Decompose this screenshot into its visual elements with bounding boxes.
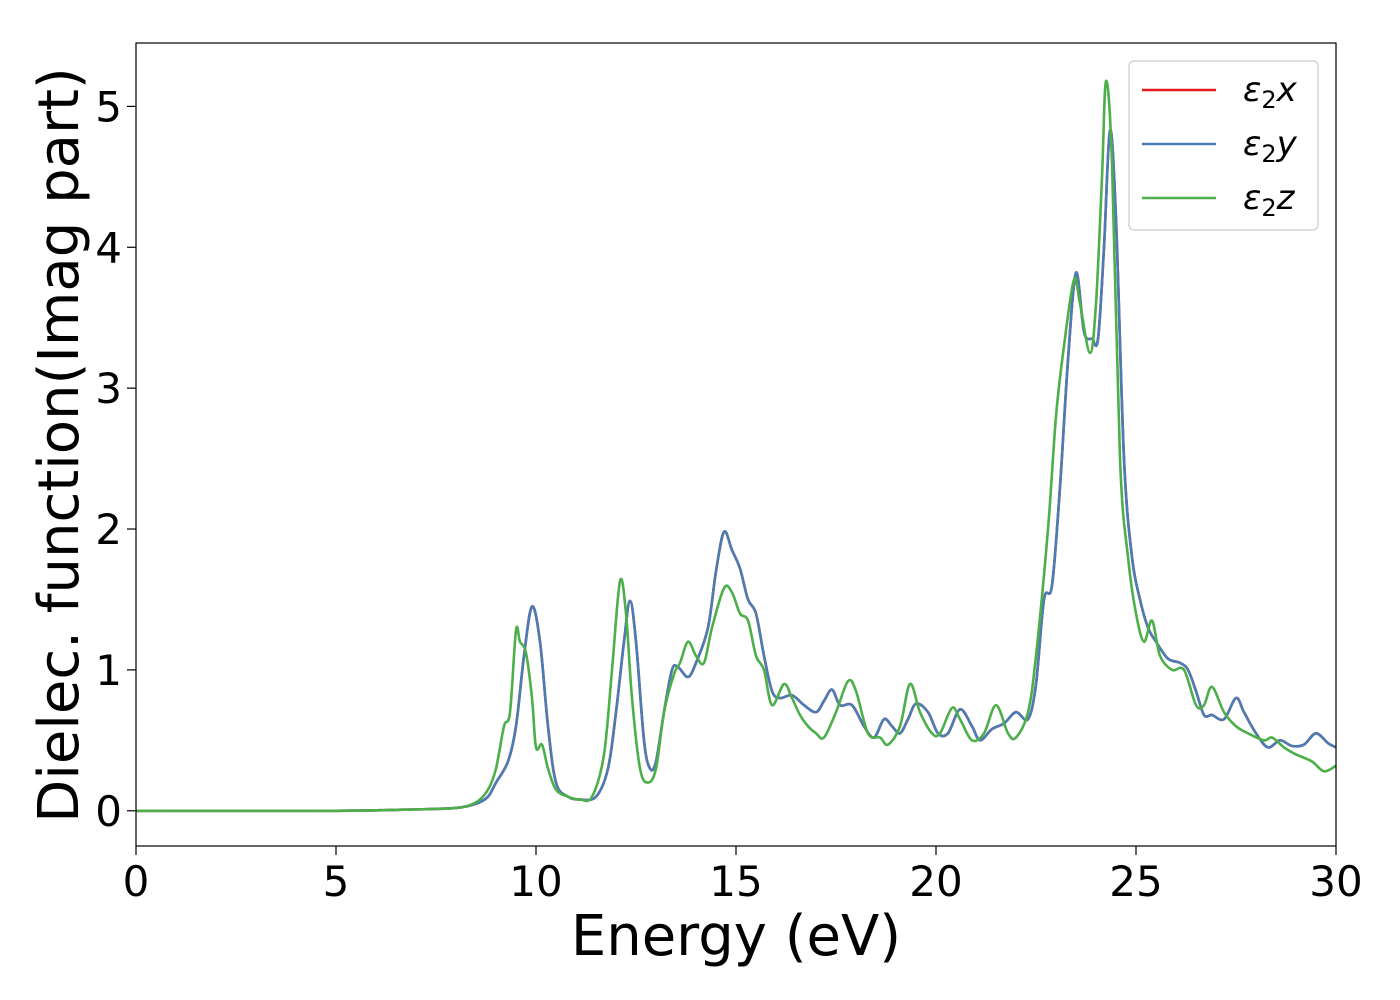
x-tick-label: 10: [509, 857, 562, 906]
x-tick-label: 5: [323, 857, 350, 906]
y-axis: 0 1 2 3 4 5: [95, 82, 136, 836]
x-axis-title: Energy (eV): [571, 904, 901, 969]
y-tick-label: 0: [95, 787, 122, 836]
legend-label-z: ε2z: [1243, 178, 1296, 222]
x-axis: 0 5 10 15 20 25 30: [123, 846, 1363, 906]
series-layer: [136, 79, 1336, 813]
legend-label-x: ε2x: [1243, 70, 1298, 114]
y-tick-label: 3: [95, 364, 122, 413]
x-tick-label: 0: [123, 857, 150, 906]
y-axis-title: Dielec. function(Imag part): [27, 67, 92, 823]
series-line-z: [136, 79, 1336, 813]
legend-label-y: ε2y: [1243, 124, 1298, 168]
x-tick-label: 15: [709, 857, 762, 906]
x-tick-label: 30: [1309, 857, 1362, 906]
y-tick-label: 1: [95, 646, 122, 695]
y-tick-label: 5: [95, 82, 122, 131]
x-tick-label: 25: [1109, 857, 1162, 906]
y-tick-label: 4: [95, 223, 122, 272]
legend: ε2x ε2y ε2z: [1128, 60, 1319, 231]
y-tick-label: 2: [95, 505, 122, 554]
legend-box: [1128, 60, 1319, 231]
x-tick-label: 20: [909, 857, 962, 906]
